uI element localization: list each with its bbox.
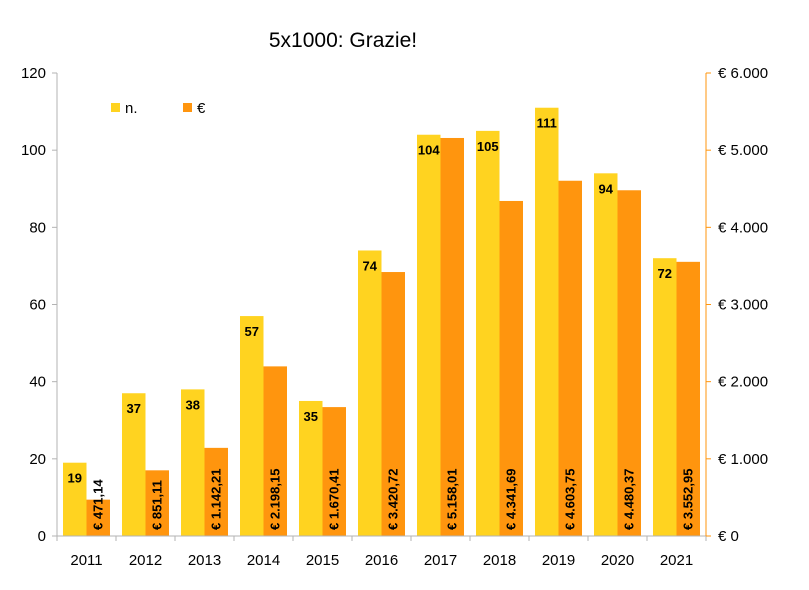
count-label-2013: 38 bbox=[186, 397, 200, 412]
legend-label-count: n. bbox=[125, 100, 138, 117]
bar-count-2019 bbox=[535, 107, 559, 536]
y-left-tick-label: 100 bbox=[21, 142, 46, 159]
bar-labels: 19 € 471,14 37 € 851,11 38 € 1.142,21 57 € 2.19… bbox=[68, 116, 696, 530]
y-left-tick-label: 80 bbox=[29, 219, 46, 236]
y-left-tick-label: 60 bbox=[29, 297, 46, 314]
bar-amount-2018 bbox=[499, 200, 523, 536]
amount-label-2019: € 4.603,75 bbox=[562, 469, 577, 530]
bar-count-2017 bbox=[417, 134, 441, 536]
y-left-tick-label: 120 bbox=[21, 65, 46, 82]
amount-label-2021: € 3.552,95 bbox=[680, 469, 695, 530]
count-label-2015: 35 bbox=[304, 409, 318, 424]
count-label-2014: 57 bbox=[245, 324, 259, 339]
count-label-2011: 19 bbox=[68, 471, 82, 486]
x-tick-label-2018: 2018 bbox=[483, 552, 516, 569]
x-tick-label-2011: 2011 bbox=[70, 552, 102, 569]
y-left-tick-label: 40 bbox=[29, 374, 46, 391]
bar-amount-2019 bbox=[558, 180, 582, 536]
y-right-tick-label: € 0 bbox=[718, 528, 739, 545]
legend: n. € bbox=[111, 100, 206, 117]
amount-label-2015: € 1.670,41 bbox=[326, 469, 341, 530]
legend-item-amount: € bbox=[183, 100, 206, 117]
bar-count-2016 bbox=[358, 250, 382, 536]
bar-amount-2016 bbox=[381, 272, 405, 536]
amount-label-2017: € 5.158,01 bbox=[444, 469, 459, 530]
count-label-2017: 104 bbox=[418, 143, 440, 158]
bar-count-2011 bbox=[63, 462, 87, 536]
bar-amount-2013 bbox=[204, 447, 228, 536]
amount-label-2012: € 851,11 bbox=[149, 480, 164, 530]
y-left-tick-label: 0 bbox=[38, 528, 46, 545]
bar-count-2020 bbox=[594, 173, 618, 537]
legend-swatch-count bbox=[111, 103, 120, 112]
y-right-tick-label: € 2.000 bbox=[718, 374, 768, 391]
x-tick-label-2012: 2012 bbox=[129, 552, 162, 569]
x-tick-label-2015: 2015 bbox=[306, 552, 339, 569]
y-right-tick-label: € 6.000 bbox=[718, 65, 768, 82]
bar-count-2014 bbox=[240, 316, 264, 536]
x-tick-label-2017: 2017 bbox=[424, 552, 457, 569]
amount-label-2013: € 1.142,21 bbox=[208, 469, 223, 530]
axes: 2011 2012 2013 2014 2015 2016 2017 2018 2019 2020… bbox=[21, 65, 768, 569]
bar-amount-2014 bbox=[263, 366, 287, 536]
bar-count-2012 bbox=[122, 393, 146, 536]
bar-count-2015 bbox=[299, 400, 323, 536]
y-right-tick-label: € 5.000 bbox=[718, 142, 768, 159]
legend-label-amount: € bbox=[197, 100, 206, 117]
chart-title: 5x1000: Grazie! bbox=[269, 29, 417, 52]
count-label-2019: 111 bbox=[537, 116, 557, 131]
x-tick-label-2016: 2016 bbox=[365, 552, 398, 569]
bar-amount-2021 bbox=[676, 261, 700, 536]
bar-count-2013 bbox=[181, 389, 205, 536]
bars bbox=[63, 107, 700, 537]
count-label-2020: 94 bbox=[599, 181, 614, 196]
x-tick-label-2021: 2021 bbox=[660, 552, 693, 569]
bar-amount-2017 bbox=[440, 137, 464, 536]
y-right-tick-label: € 4.000 bbox=[718, 219, 768, 236]
x-tick-label-2019: 2019 bbox=[542, 552, 575, 569]
x-tick-label-2013: 2013 bbox=[188, 552, 221, 569]
bar-amount-2015 bbox=[322, 407, 346, 536]
bar-amount-2020 bbox=[617, 190, 641, 537]
count-label-2018: 105 bbox=[477, 139, 499, 154]
x-tick-label-2020: 2020 bbox=[601, 552, 634, 569]
bar-count-2018 bbox=[476, 130, 500, 536]
count-label-2012: 37 bbox=[127, 401, 141, 416]
y-right-tick-label: € 3.000 bbox=[718, 297, 768, 314]
y-right-tick-label: € 1.000 bbox=[718, 451, 768, 468]
amount-label-2020: € 4.480,37 bbox=[621, 469, 636, 530]
y-left-tick-label: 20 bbox=[29, 451, 46, 468]
amount-label-2014: € 2.198,15 bbox=[267, 469, 282, 530]
count-label-2021: 72 bbox=[658, 266, 672, 281]
count-label-2016: 74 bbox=[363, 258, 378, 273]
legend-item-count: n. bbox=[111, 100, 138, 117]
bar-amount-2011 bbox=[86, 499, 110, 536]
amount-label-2016: € 3.420,72 bbox=[385, 469, 400, 530]
x-tick-label-2014: 2014 bbox=[247, 552, 280, 569]
legend-swatch-amount bbox=[183, 103, 192, 112]
bar-amount-2012 bbox=[145, 470, 169, 536]
bar-count-2021 bbox=[653, 258, 677, 536]
amount-label-2011: € 471,14 bbox=[90, 479, 105, 530]
amount-label-2018: € 4.341,69 bbox=[503, 469, 518, 530]
